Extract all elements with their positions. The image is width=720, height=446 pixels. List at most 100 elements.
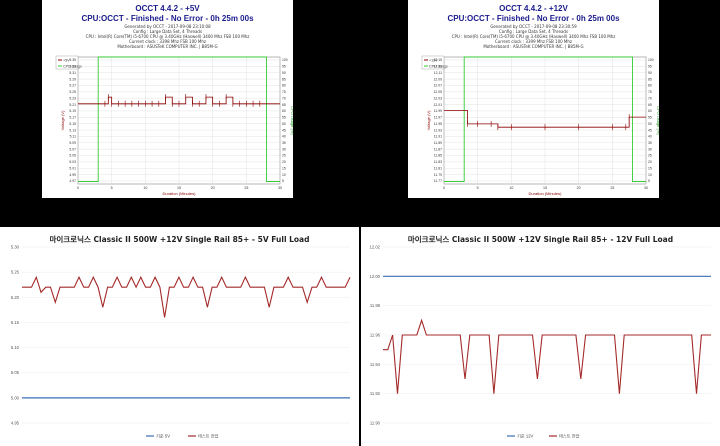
y-axis-label: Voltage (V): [426, 110, 431, 130]
x-tick-label: 20: [211, 186, 215, 190]
occt-5v-meta-line: Motherboard : ASUSTeK COMPUTER INC. | B8…: [117, 44, 218, 49]
legend-standard: 기준 12V: [517, 433, 534, 440]
measured-voltage-line: [383, 318, 711, 394]
y-tick-label: 11.96: [370, 333, 381, 338]
kr-12v-title: 마이크로닉스 Classic II 500W +12V Single Rail …: [407, 235, 674, 244]
y-tick-label: 5.00: [11, 395, 20, 400]
y-tick-label: 4.97: [69, 179, 76, 183]
y2-tick-label: 15: [648, 166, 652, 170]
y-tick-label: 11.95: [434, 122, 442, 126]
y-tick-label: 5.20: [11, 295, 20, 300]
occt-12v-subtitle: CPU:OCCT - Finished - No Error - 0h 25m …: [447, 14, 620, 23]
legend-standard: 기준 5V: [156, 433, 170, 440]
y-tick-label: 5.10: [11, 345, 20, 350]
occt-12v-meta-line: CPU : Intel(R) Core(TM) i5-6700 CPU @ 3.…: [451, 34, 616, 39]
y2-tick-label: 25: [282, 154, 286, 158]
y-tick-label: 4.99: [69, 173, 76, 177]
y-tick-label: 5.09: [69, 141, 76, 145]
y-tick-label: 12.01: [434, 103, 443, 107]
y2-tick-label: 55: [648, 116, 652, 120]
x-tick-label: 5: [477, 186, 479, 190]
y2-tick-label: 90: [648, 71, 652, 75]
y2-tick-label: 20: [282, 160, 286, 164]
occt-5v-meta-line: Generated by OCCT - 2017-09-08 23:10:08: [124, 24, 211, 29]
occt-5v-meta: Generated by OCCT - 2017-09-08 23:10:08 …: [42, 24, 293, 49]
y-tick-label: 12.07: [434, 84, 443, 88]
y2-tick-label: 100: [648, 58, 654, 62]
y-tick-label: 12.00: [370, 274, 381, 279]
y-tick-label: 12.03: [434, 96, 443, 100]
y2-tick-label: 70: [648, 96, 652, 100]
legend-measured: 테스트 전압: [198, 433, 219, 440]
y-tick-label: 5.25: [11, 270, 20, 275]
y-tick-label: 11.93: [434, 128, 442, 132]
y2-tick-label: 45: [282, 128, 286, 132]
y-tick-label: 5.05: [11, 370, 20, 375]
y-tick-label: 11.97: [434, 116, 442, 120]
y-tick-label: 12.05: [434, 90, 443, 94]
y2-axis-label: CPU Usage (%): [656, 106, 659, 135]
y-tick-label: 5.15: [69, 122, 76, 126]
x-tick-label: 15: [543, 186, 547, 190]
y-tick-label: 5.15: [11, 320, 20, 325]
x-tick-label: 10: [143, 186, 147, 190]
y2-tick-label: 80: [648, 84, 652, 88]
x-axis-label: Duration (Minutes): [163, 191, 197, 196]
y2-tick-label: 40: [282, 135, 286, 139]
y-tick-label: 11.91: [434, 135, 442, 139]
y2-tick-label: 10: [282, 173, 286, 177]
kr-5v-chart: 5.30 5.25 5.20 5.15 5.10 5.05 5.00 4.95 기준 5V 테스트…: [11, 245, 351, 440]
occt-5v-meta-line: Config : Large Data Set, 4 Threads: [132, 29, 203, 34]
y2-tick-label: 35: [282, 141, 286, 145]
y-tick-label: 5.33: [69, 65, 76, 69]
y-tick-label: 5.23: [69, 96, 76, 100]
occt-12v-meta-line: Current clock : 3399 Mhz FSB 100 Mhz: [494, 39, 573, 44]
y-tick-label: 12.15: [434, 58, 443, 62]
y-tick-label: 12.09: [434, 77, 443, 81]
kr-12v-panel: 마이크로닉스 Classic II 500W +12V Single Rail …: [361, 227, 720, 446]
y2-tick-label: 40: [648, 135, 652, 139]
legend-voltage: +5V: [63, 59, 70, 63]
x-tick-label: 30: [278, 186, 282, 190]
y-tick-label: 5.27: [69, 84, 76, 88]
y2-tick-label: 70: [282, 96, 286, 100]
y-tick-label: 5.11: [70, 135, 76, 139]
occt-12v-meta-line: Motherboard : ASUSTeK COMPUTER INC. | B8…: [483, 44, 584, 49]
y2-tick-label: 80: [282, 84, 286, 88]
y-tick-label: 11.90: [370, 421, 381, 426]
x-tick-label: 25: [610, 186, 614, 190]
occt-5v-title: OCCT 4.4.2 - +5V: [135, 4, 200, 13]
y2-tick-label: 5: [282, 179, 284, 183]
y-tick-label: 5.31: [69, 71, 76, 75]
y-tick-label: 11.79: [434, 173, 442, 177]
y2-axis-label: CPU Usage (%): [290, 106, 293, 135]
occt-12v-meta-line: Config : Large Data Set, 4 Threads: [498, 29, 569, 34]
y-tick-label: 12.11: [434, 71, 442, 75]
legend-measured: 테스트 전압: [559, 433, 580, 440]
y2-tick-label: 100: [282, 58, 288, 62]
x-tick-label: 25: [244, 186, 248, 190]
y-tick-label: 11.81: [434, 166, 442, 170]
y-tick-label: 12.13: [434, 65, 443, 69]
y-tick-label: 5.07: [69, 147, 76, 151]
y2-tick-label: 85: [648, 77, 652, 81]
kr-5v-title: 마이크로닉스 Classic II 500W +12V Single Rail …: [49, 235, 310, 244]
y2-tick-label: 5: [648, 179, 650, 183]
kr-5v-panel: 마이크로닉스 Classic II 500W +12V Single Rail …: [0, 227, 359, 446]
y-tick-label: 11.87: [434, 147, 442, 151]
y2-tick-label: 85: [282, 77, 286, 81]
occt-5v-panel: OCCT 4.4.2 - +5V CPU:OCCT - Finished - N…: [42, 0, 293, 198]
y-tick-label: 5.29: [69, 77, 76, 81]
y-tick-label: 11.77: [434, 179, 442, 183]
y-tick-label: 11.85: [434, 154, 442, 158]
occt-12v-meta-line: Generated by OCCT - 2017-09-08 23:30:59: [490, 24, 577, 29]
y-tick-label: 5.03: [69, 160, 76, 164]
y2-tick-label: 35: [648, 141, 652, 145]
y-tick-label: 11.98: [370, 303, 381, 308]
y-tick-label: 5.19: [69, 109, 76, 113]
y-tick-label: 5.13: [69, 128, 76, 132]
x-tick-label: 30: [644, 186, 648, 190]
cpu-usage-line: [444, 56, 646, 182]
y-tick-label: 5.05: [69, 154, 76, 158]
